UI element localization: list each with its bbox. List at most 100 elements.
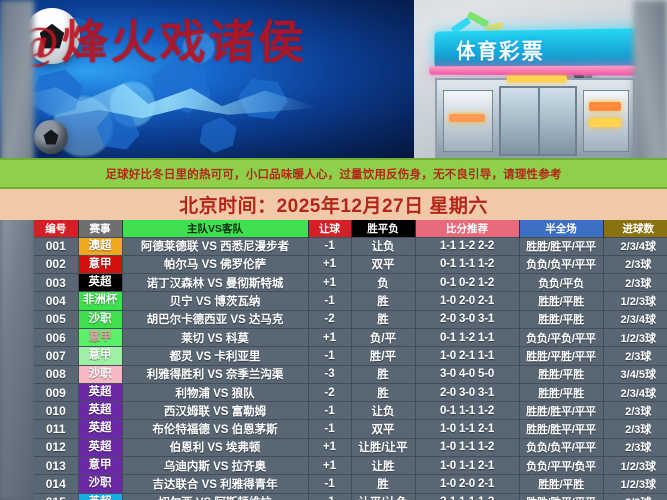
col-header-no[interactable]: 编号 xyxy=(34,220,79,237)
table-row[interactable]: 011 英超 布伦特福德 VS 伯恩茅斯 -1 双平 1-0 1-1 2-1 胜胜/胜平/平… xyxy=(34,419,667,439)
shop-neon-light xyxy=(507,76,567,82)
cell-handicap: -1 xyxy=(308,474,352,494)
cell-wdl: 负 xyxy=(351,273,416,292)
cell-match-no: 006 xyxy=(34,327,79,347)
cell-league[interactable]: 英超 xyxy=(78,492,123,500)
col-header-goals[interactable]: 进球数 xyxy=(603,220,667,237)
lottery-shop-illustration: 体育彩票 xyxy=(427,11,659,158)
cell-league[interactable]: 意甲 xyxy=(78,456,123,475)
cell-wdl: 胜 xyxy=(351,474,416,494)
cell-halftime: 负负/负平/平平 xyxy=(519,437,604,457)
cell-league[interactable]: 英超 xyxy=(78,437,123,457)
cell-goals: 1/2/3球 xyxy=(603,291,667,311)
table-head: 编号 赛事 主队VS客队 让球 胜平负 比分推荐 半全场 进球数 xyxy=(34,220,667,237)
col-header-teams[interactable]: 主队VS客队 xyxy=(122,220,309,237)
table-row[interactable]: 009 英超 利物浦 VS 狼队 -2 胜 2-0 3-0 3-1 胜胜/平胜 2/3/4球 xyxy=(34,382,667,402)
col-header-wdl[interactable]: 胜平负 xyxy=(351,220,416,237)
league-badge: 英超 xyxy=(78,494,121,500)
cell-wdl: 负/平 xyxy=(351,327,416,347)
match-table: 编号 赛事 主队VS客队 让球 胜平负 比分推荐 半全场 进球数 001 澳超 阿德… xyxy=(34,220,667,500)
cell-goals: 1/2/3球 xyxy=(603,327,667,347)
cell-teams: 胡巴尔卡德西亚 VS 达马克 xyxy=(122,309,309,329)
cell-league[interactable]: 英超 xyxy=(78,273,123,292)
cell-league[interactable]: 意甲 xyxy=(78,327,123,347)
table-row[interactable]: 013 意甲 乌迪内斯 VS 拉齐奥 +1 让胜 1-0 1-1 2-1 负负/平平/负平 1… xyxy=(34,456,667,475)
cell-score: 2-0 3-0 3-1 xyxy=(415,382,520,402)
cell-league[interactable]: 英超 xyxy=(78,401,123,420)
cell-teams: 吉达联合 VS 利雅得青年 xyxy=(122,474,309,494)
cell-wdl: 胜 xyxy=(351,291,416,311)
cell-handicap: -1 xyxy=(308,291,352,311)
cell-league[interactable]: 沙职 xyxy=(78,364,123,384)
table-row[interactable]: 007 意甲 都灵 VS 卡利亚里 -1 胜/平 1-0 2-1 1-1 胜胜/平胜/平平 2… xyxy=(34,346,667,366)
cell-league[interactable]: 沙职 xyxy=(78,309,123,329)
league-badge: 意甲 xyxy=(78,256,121,274)
cell-teams: 诺丁汉森林 VS 曼彻斯特城 xyxy=(122,273,309,292)
cell-match-no: 004 xyxy=(34,291,79,311)
cell-match-no: 012 xyxy=(34,437,79,457)
cell-handicap: -1 xyxy=(308,419,352,439)
cell-wdl: 让平/让负 xyxy=(351,492,416,500)
cell-goals: 2/3/4球 xyxy=(603,236,667,256)
watermark-text: @烽火戏诸侯 xyxy=(16,17,307,68)
table-row[interactable]: 006 意甲 莱切 VS 科莫 +1 负/平 0-1 1-2 1-1 负负/平负/平平 1/2… xyxy=(34,327,667,347)
cell-goals: 2/3/4球 xyxy=(603,382,667,402)
page-gutter-left xyxy=(0,0,34,500)
cell-teams: 莱切 VS 科莫 xyxy=(122,327,309,347)
match-table-container: 编号 赛事 主队VS客队 让球 胜平负 比分推荐 半全场 进球数 001 澳超 阿德… xyxy=(34,220,667,500)
cell-league[interactable]: 沙职 xyxy=(78,474,123,494)
cell-league[interactable]: 英超 xyxy=(78,419,123,439)
cell-goals: 2/3球 xyxy=(603,492,667,500)
cell-league[interactable]: 意甲 xyxy=(78,254,123,274)
cell-score: 0-1 1-1 1-2 xyxy=(415,254,520,274)
col-header-halftime[interactable]: 半全场 xyxy=(519,220,604,237)
tip-text: 足球好比冬日里的热可可，小口品味暖人心，过量饮用反伤身，无不良引导，请理性参考 xyxy=(105,168,562,181)
cell-league[interactable]: 非洲杯 xyxy=(78,291,123,311)
league-badge: 澳超 xyxy=(78,238,121,255)
col-header-league[interactable]: 赛事 xyxy=(78,220,123,237)
cell-match-no: 014 xyxy=(34,474,79,494)
cell-score: 2-1 1-1 1-2 xyxy=(415,492,520,500)
cell-halftime: 胜胜/平胜 xyxy=(519,474,604,494)
cell-teams: 贝宁 VS 博茨瓦纳 xyxy=(122,291,309,311)
cell-teams: 布伦特福德 VS 伯恩茅斯 xyxy=(122,419,309,439)
table-row[interactable]: 014 沙职 吉达联合 VS 利雅得青年 -1 胜 1-0 2-0 2-1 胜胜/平胜 1/2… xyxy=(34,474,667,494)
table-row[interactable]: 003 英超 诺丁汉森林 VS 曼彻斯特城 +1 负 0-1 0-2 1-2 负负/平负 2/… xyxy=(34,273,667,292)
cell-goals: 1/2/3球 xyxy=(603,456,667,475)
cell-teams: 乌迪内斯 VS 拉齐奥 xyxy=(122,456,309,475)
cell-league[interactable]: 意甲 xyxy=(78,346,123,366)
cell-league[interactable]: 英超 xyxy=(78,382,123,402)
cell-halftime: 胜胜/平胜 xyxy=(519,291,604,311)
cell-halftime: 负负/平平/负平 xyxy=(519,456,604,475)
table-row[interactable]: 004 非洲杯 贝宁 VS 博茨瓦纳 -1 胜 1-0 2-0 2-1 胜胜/平胜 1/2/3… xyxy=(34,291,667,311)
cell-league[interactable]: 澳超 xyxy=(78,236,123,256)
table-row[interactable]: 002 意甲 帕尔马 VS 佛罗伦萨 +1 双平 0-1 1-1 1-2 负负/负平/平平 2… xyxy=(34,254,667,274)
cell-score: 1-0 2-1 1-1 xyxy=(415,346,520,366)
shop-poster xyxy=(589,118,621,127)
table-row[interactable]: 015英超切尔西 VS 阿斯顿维拉-1让平/让负2-1 1-1 1-2胜胜/胜平… xyxy=(34,492,667,500)
cell-teams: 切尔西 VS 阿斯顿维拉 xyxy=(122,492,309,500)
table-row[interactable]: 012 英超 伯恩利 VS 埃弗顿 +1 让胜/让平 1-0 1-1 1-2 负负/负平/平… xyxy=(34,437,667,457)
cell-goals: 1/2/3球 xyxy=(603,474,667,494)
cell-handicap: -1 xyxy=(308,346,352,366)
tip-banner: 足球好比冬日里的热可可，小口品味暖人心，过量饮用反伤身，无不良引导，请理性参考 xyxy=(0,158,667,189)
date-text: 北京时间：2025年12月27日 星期六 xyxy=(179,196,488,217)
table-row[interactable]: 005 沙职 胡巴尔卡德西亚 VS 达马克 -2 胜 2-0 3-0 3-1 胜胜/平胜 2/… xyxy=(34,309,667,329)
cell-goals: 2/3/4球 xyxy=(603,309,667,329)
cell-score: 1-0 2-0 2-1 xyxy=(415,474,520,494)
cell-wdl: 胜 xyxy=(351,364,416,384)
cell-halftime: 负负/平负/平平 xyxy=(519,327,604,347)
shop-door xyxy=(499,86,577,156)
cell-handicap: -2 xyxy=(308,309,352,329)
table-row[interactable]: 010 英超 西汉姆联 VS 富勒姆 -1 让负 0-1 1-1 1-2 胜胜/胜平/平平 2… xyxy=(34,401,667,420)
cell-score: 1-0 2-0 2-1 xyxy=(415,291,520,311)
table-header-row: 编号 赛事 主队VS客队 让球 胜平负 比分推荐 半全场 进球数 xyxy=(34,220,667,237)
league-badge: 英超 xyxy=(78,420,121,438)
table-row[interactable]: 008 沙职 利雅得胜利 VS 奈季兰沟渠 -3 胜 3-0 4-0 5-0 胜胜/平胜 3/… xyxy=(34,364,667,384)
shop-poster xyxy=(449,114,485,122)
col-header-handicap[interactable]: 让球 xyxy=(308,220,352,237)
col-header-score[interactable]: 比分推荐 xyxy=(415,220,520,237)
cell-halftime: 胜胜/胜平/平平 xyxy=(519,492,604,500)
cell-halftime: 胜胜/平胜 xyxy=(519,364,604,384)
table-row[interactable]: 001 澳超 阿德莱德联 VS 西悉尼漫步者 -1 让负 1-1 1-2 2-2 胜胜/胜平… xyxy=(34,236,667,256)
